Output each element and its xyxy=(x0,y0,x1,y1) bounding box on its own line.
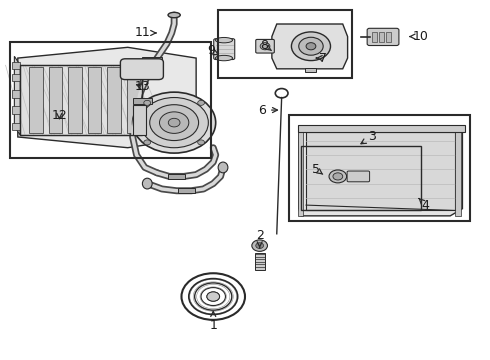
Bar xyxy=(12,90,20,98)
Bar xyxy=(298,125,465,132)
Bar xyxy=(107,67,121,134)
Text: 7: 7 xyxy=(317,51,327,64)
Polygon shape xyxy=(14,56,20,135)
Text: 6: 6 xyxy=(258,104,277,117)
Circle shape xyxy=(329,170,346,183)
Text: 13: 13 xyxy=(135,80,150,93)
FancyBboxPatch shape xyxy=(256,40,274,53)
Text: 2: 2 xyxy=(256,229,264,248)
Bar xyxy=(20,65,143,135)
Circle shape xyxy=(197,140,204,145)
Bar xyxy=(298,126,303,216)
Bar xyxy=(143,57,162,63)
FancyBboxPatch shape xyxy=(121,59,163,80)
Circle shape xyxy=(299,37,323,55)
Text: 3: 3 xyxy=(361,130,376,144)
Text: 1: 1 xyxy=(209,311,217,332)
Bar xyxy=(177,188,195,193)
Circle shape xyxy=(260,42,270,50)
Text: 8: 8 xyxy=(261,39,271,52)
Circle shape xyxy=(333,173,343,180)
Bar xyxy=(386,32,391,42)
Polygon shape xyxy=(299,126,463,216)
Bar xyxy=(305,68,317,72)
Ellipse shape xyxy=(218,162,228,173)
Text: 5: 5 xyxy=(312,163,323,176)
Polygon shape xyxy=(272,24,347,69)
FancyBboxPatch shape xyxy=(367,28,399,45)
Circle shape xyxy=(144,140,150,145)
Bar xyxy=(68,67,82,134)
Circle shape xyxy=(306,42,316,50)
Bar xyxy=(12,74,20,81)
Bar xyxy=(133,98,152,104)
Bar xyxy=(20,65,143,135)
Bar xyxy=(289,116,470,221)
Ellipse shape xyxy=(143,178,152,189)
Bar xyxy=(88,67,101,134)
Ellipse shape xyxy=(216,37,233,43)
Bar xyxy=(12,107,20,114)
Circle shape xyxy=(159,112,189,134)
Bar xyxy=(379,32,384,42)
Ellipse shape xyxy=(168,12,180,18)
Bar xyxy=(29,67,43,134)
Circle shape xyxy=(207,292,220,301)
Bar xyxy=(306,132,455,211)
Circle shape xyxy=(252,240,268,251)
Circle shape xyxy=(197,100,204,105)
Bar xyxy=(255,253,265,270)
Text: 4: 4 xyxy=(419,198,430,212)
Bar xyxy=(49,67,62,134)
Circle shape xyxy=(140,98,208,148)
Bar xyxy=(133,105,147,135)
Text: 11: 11 xyxy=(135,27,156,40)
Ellipse shape xyxy=(216,55,233,61)
Circle shape xyxy=(144,100,150,105)
FancyBboxPatch shape xyxy=(214,39,235,59)
Text: 10: 10 xyxy=(410,30,429,43)
Bar xyxy=(127,67,141,134)
Bar xyxy=(168,174,185,179)
Bar xyxy=(372,32,377,42)
Bar xyxy=(455,126,461,216)
Text: 9: 9 xyxy=(207,44,219,57)
Circle shape xyxy=(150,105,198,140)
Bar xyxy=(12,123,20,130)
Circle shape xyxy=(168,118,180,127)
Bar xyxy=(301,146,421,211)
Bar xyxy=(218,10,352,78)
Circle shape xyxy=(133,92,216,153)
Bar xyxy=(12,62,20,69)
Text: 12: 12 xyxy=(51,109,67,122)
Circle shape xyxy=(256,243,264,248)
Circle shape xyxy=(292,32,331,60)
Polygon shape xyxy=(18,47,196,148)
Bar xyxy=(10,42,211,158)
FancyBboxPatch shape xyxy=(347,171,369,182)
